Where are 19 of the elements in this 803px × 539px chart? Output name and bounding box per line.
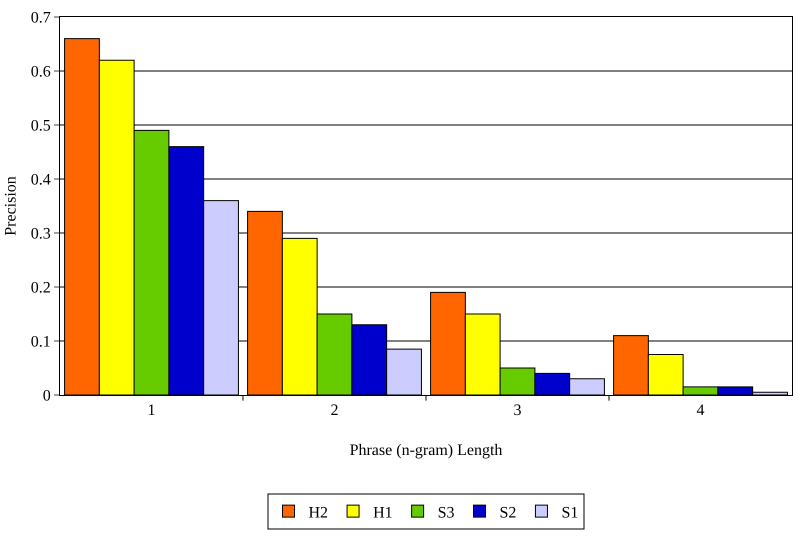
y-tick-label: 0.3 <box>30 226 51 243</box>
x-tick-label: 2 <box>330 402 338 420</box>
x-axis-title: Phrase (n-gram) Length <box>350 442 502 459</box>
y-axis-title: Precision <box>2 176 20 236</box>
y-tick-label: 0.2 <box>30 280 51 297</box>
legend-label: H1 <box>373 504 393 522</box>
y-tick-label: 0.5 <box>30 118 51 135</box>
y-tick-label: 0.4 <box>30 172 51 189</box>
y-tick-label: 0.7 <box>30 10 51 27</box>
x-tick-label: 4 <box>696 402 704 420</box>
legend-label: S2 <box>500 504 516 522</box>
x-tick-label: 3 <box>514 402 522 420</box>
y-tick-label: 0.1 <box>30 334 51 351</box>
legend-label: S1 <box>561 504 578 522</box>
y-tick-label: 0 <box>42 388 51 405</box>
legend-label: H2 <box>308 504 328 522</box>
y-tick-label: 0.6 <box>30 64 51 81</box>
x-tick-label: 1 <box>148 402 156 420</box>
legend-label: S3 <box>438 504 455 522</box>
